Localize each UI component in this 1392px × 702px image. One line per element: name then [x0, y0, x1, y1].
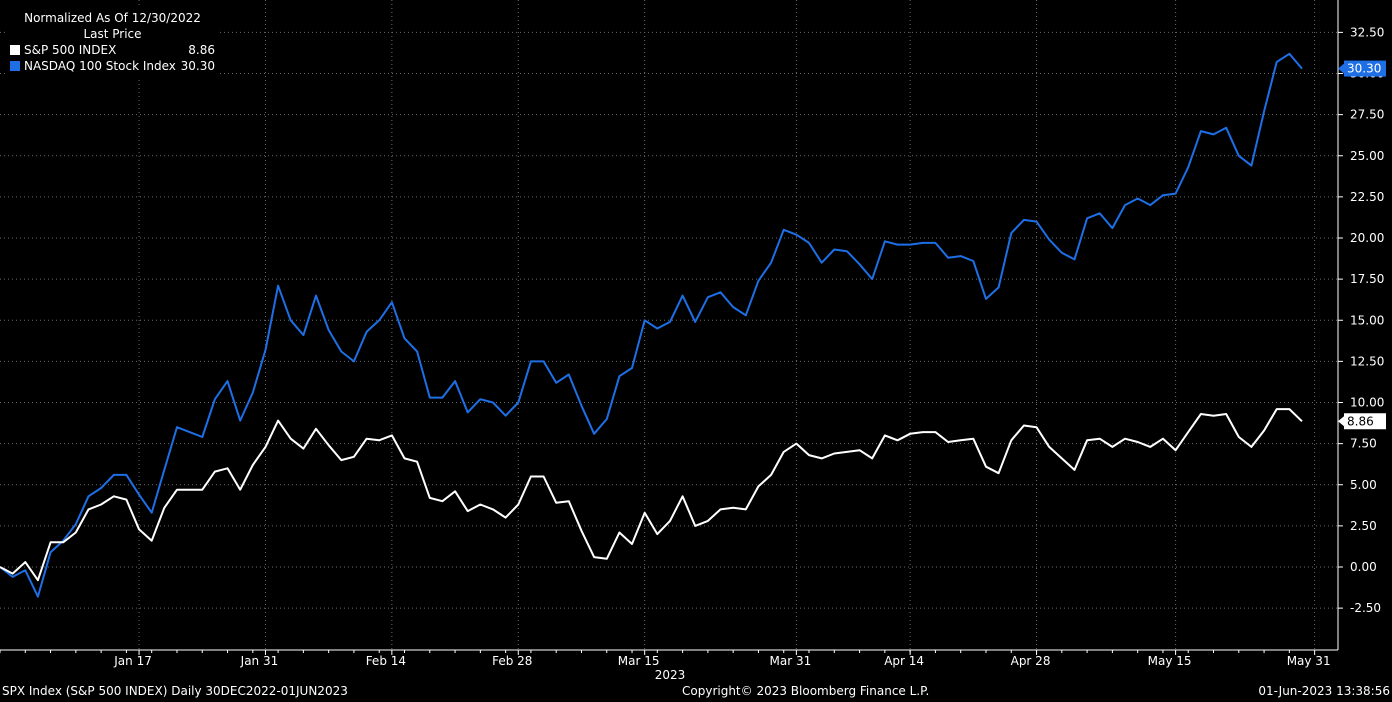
legend-subtitle: Last Price [83, 27, 142, 41]
footer-right: 01-Jun-2023 13:38:56 [1258, 684, 1390, 698]
footer-left: SPX Index (S&P 500 INDEX) Daily 30DEC202… [2, 684, 348, 698]
last-value-label-ndx: 30.30 [1347, 62, 1381, 76]
last-value-pointer [1338, 416, 1344, 427]
x-tick-label: Jan 31 [240, 654, 279, 668]
legend-label-spx: S&P 500 INDEX [24, 43, 117, 57]
x-tick-label: Mar 15 [618, 654, 660, 668]
x-tick-label: Feb 14 [366, 654, 406, 668]
last-value-pointer [1338, 63, 1344, 74]
y-tick-label: 20.00 [1350, 231, 1384, 245]
legend-label-ndx: NASDAQ 100 Stock Index [24, 59, 176, 73]
y-tick-label: 27.50 [1350, 108, 1384, 122]
last-value-box-spx [1344, 413, 1386, 430]
x-tick-label: Apr 14 [884, 654, 924, 668]
y-tick-label: -2.50 [1350, 601, 1381, 615]
chart-legend: Normalized As Of 12/30/2022 Last Price S… [6, 6, 219, 78]
legend-swatch-ndx [10, 61, 20, 71]
y-tick-label: 22.50 [1350, 190, 1384, 204]
y-axis: -2.50 0.00 2.50 5.00 7.50 10.00 12.50 15.00 17.5… [1337, 0, 1384, 650]
series-line-spx [0, 408, 1303, 582]
y-tick-label: 17.50 [1350, 272, 1384, 286]
legend-title: Normalized As Of 12/30/2022 [24, 11, 201, 25]
legend-item-ndx: NASDAQ 100 Stock Index 30.30 [10, 58, 215, 74]
x-axis-year-label: 2023 [654, 668, 686, 682]
chart-grid [0, 0, 1338, 650]
y-tick-label: 5.00 [1350, 478, 1377, 492]
y-tick-label: 15.00 [1350, 313, 1384, 327]
series-line-ndx [0, 52, 1303, 598]
y-tick-label: 7.50 [1350, 437, 1377, 451]
x-tick-label: Apr 28 [1011, 654, 1051, 668]
x-tick-label: May 15 [1148, 654, 1192, 668]
y-tick-label: 10.00 [1350, 396, 1384, 410]
y-tick-label: 12.50 [1350, 354, 1384, 368]
legend-value-ndx: 30.30 [180, 59, 215, 73]
legend-item-spx: S&P 500 INDEX 8.86 [10, 42, 215, 58]
x-tick-label: Jan 17 [113, 654, 152, 668]
legend-swatch-spx [10, 45, 20, 55]
chart-series [0, 52, 1303, 598]
legend-value-spx: 8.86 [188, 43, 215, 57]
last-value-box-ndx [1344, 60, 1386, 77]
y-tick-label: 2.50 [1350, 519, 1377, 533]
footer-center: Copyright© 2023 Bloomberg Finance L.P. [682, 684, 930, 698]
y-tick-label: 32.50 [1350, 25, 1384, 39]
x-tick-label: Feb 28 [492, 654, 532, 668]
last-value-labels: 8.86 30.30 [1338, 60, 1386, 430]
x-tick-label: May 31 [1287, 654, 1331, 668]
last-value-label-spx: 8.86 [1347, 414, 1374, 428]
y-tick-label: 0.00 [1350, 560, 1377, 574]
x-tick-label: Mar 31 [770, 654, 812, 668]
x-axis: Jan 17 Jan 31 Feb 14 Feb 28 Mar 15 Mar 31 Apr … [0, 649, 1338, 668]
y-tick-label: 25.00 [1350, 149, 1384, 163]
